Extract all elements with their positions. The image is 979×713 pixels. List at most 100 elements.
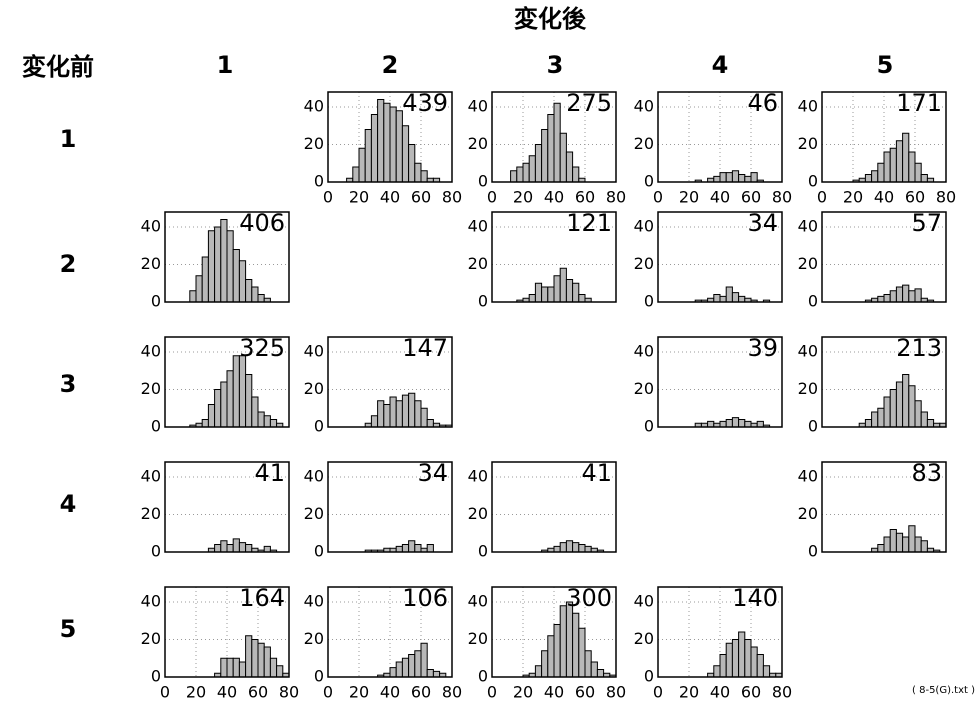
y-tick-label: 20 xyxy=(798,504,818,523)
y-tick-label: 0 xyxy=(644,667,654,686)
bar xyxy=(401,657,410,678)
bar xyxy=(559,132,567,183)
bar xyxy=(877,295,885,303)
total-label: 140 xyxy=(732,584,778,612)
y-tick-label: 0 xyxy=(151,417,161,436)
bar xyxy=(719,420,727,428)
bar xyxy=(207,404,216,428)
y-tick-label: 20 xyxy=(141,629,161,648)
bar xyxy=(883,151,891,183)
bar xyxy=(426,419,434,428)
y-tick-label: 20 xyxy=(634,134,654,153)
bar xyxy=(189,290,197,303)
x-tick-label: 60 xyxy=(575,188,595,207)
bar xyxy=(383,102,391,183)
y-tick-label: 20 xyxy=(634,254,654,273)
y-tick-label: 40 xyxy=(634,97,654,116)
bar xyxy=(572,612,580,678)
bar xyxy=(528,155,536,183)
x-tick-label: 20 xyxy=(513,188,533,207)
bar xyxy=(738,631,746,678)
bar xyxy=(895,381,904,428)
plot-frame xyxy=(821,91,947,183)
plot-frame xyxy=(657,336,783,428)
bar xyxy=(744,639,752,678)
x-tick-label: 80 xyxy=(606,188,626,207)
y-tick-label: 0 xyxy=(314,417,324,436)
bar xyxy=(263,415,271,428)
bar xyxy=(510,170,518,183)
y-tick-label: 20 xyxy=(634,379,654,398)
x-tick-label: 60 xyxy=(741,683,761,702)
bar xyxy=(725,642,733,678)
y-tick-label: 40 xyxy=(798,342,818,361)
bar xyxy=(871,411,879,428)
bar xyxy=(226,657,234,678)
bar xyxy=(914,288,922,303)
total-label: 121 xyxy=(566,209,612,237)
row-label: 2 xyxy=(60,250,77,278)
total-label: 439 xyxy=(402,89,448,117)
bar xyxy=(426,669,434,678)
bar xyxy=(263,646,271,678)
plot-frame xyxy=(821,461,947,553)
bar xyxy=(232,355,240,428)
total-label: 106 xyxy=(402,584,448,612)
bar xyxy=(889,147,897,183)
bar xyxy=(245,279,253,303)
bar xyxy=(238,661,247,678)
bar xyxy=(534,144,543,183)
bar xyxy=(414,544,422,553)
plot-frame xyxy=(327,91,453,183)
x-tick-label: 60 xyxy=(575,683,595,702)
bar xyxy=(401,125,410,183)
bar xyxy=(232,249,240,303)
x-tick-label: 20 xyxy=(186,683,206,702)
x-tick-label: 0 xyxy=(323,188,333,207)
x-tick-label: 0 xyxy=(817,188,827,207)
bar xyxy=(920,174,928,183)
bar xyxy=(725,419,733,428)
bar xyxy=(883,294,891,303)
bar xyxy=(920,540,928,553)
y-tick-label: 40 xyxy=(468,467,488,486)
bar xyxy=(578,294,586,303)
bar xyxy=(756,420,764,428)
bar xyxy=(420,407,428,428)
bar xyxy=(719,295,727,303)
plot-frame xyxy=(327,586,453,678)
plot-frame xyxy=(327,336,453,428)
y-tick-label: 0 xyxy=(808,542,818,561)
x-tick-label: 40 xyxy=(710,188,730,207)
bar xyxy=(926,419,935,428)
bar xyxy=(276,665,284,678)
column-label: 5 xyxy=(877,51,894,79)
total-label: 83 xyxy=(911,459,942,487)
y-tick-label: 40 xyxy=(304,467,324,486)
y-tick-label: 20 xyxy=(304,379,324,398)
bar xyxy=(414,650,422,678)
bar xyxy=(432,670,441,678)
y-tick-label: 20 xyxy=(798,254,818,273)
bar xyxy=(565,151,574,183)
y-tick-label: 20 xyxy=(304,504,324,523)
x-tick-label: 40 xyxy=(217,683,237,702)
plot-frame xyxy=(657,211,783,303)
bar xyxy=(220,540,228,553)
plot-frame xyxy=(491,586,617,678)
x-tick-label: 20 xyxy=(513,683,533,702)
y-tick-label: 20 xyxy=(141,504,161,523)
y-tick-label: 20 xyxy=(304,134,324,153)
bar xyxy=(214,544,222,553)
plot-frame xyxy=(327,461,453,553)
x-tick-label: 0 xyxy=(653,683,663,702)
bar xyxy=(547,114,555,183)
bar xyxy=(226,544,234,553)
y-tick-label: 40 xyxy=(141,217,161,236)
y-tick-label: 0 xyxy=(151,542,161,561)
y-tick-label: 40 xyxy=(798,217,818,236)
y-tick-label: 20 xyxy=(468,254,488,273)
bar xyxy=(731,639,740,678)
bar xyxy=(578,544,586,553)
